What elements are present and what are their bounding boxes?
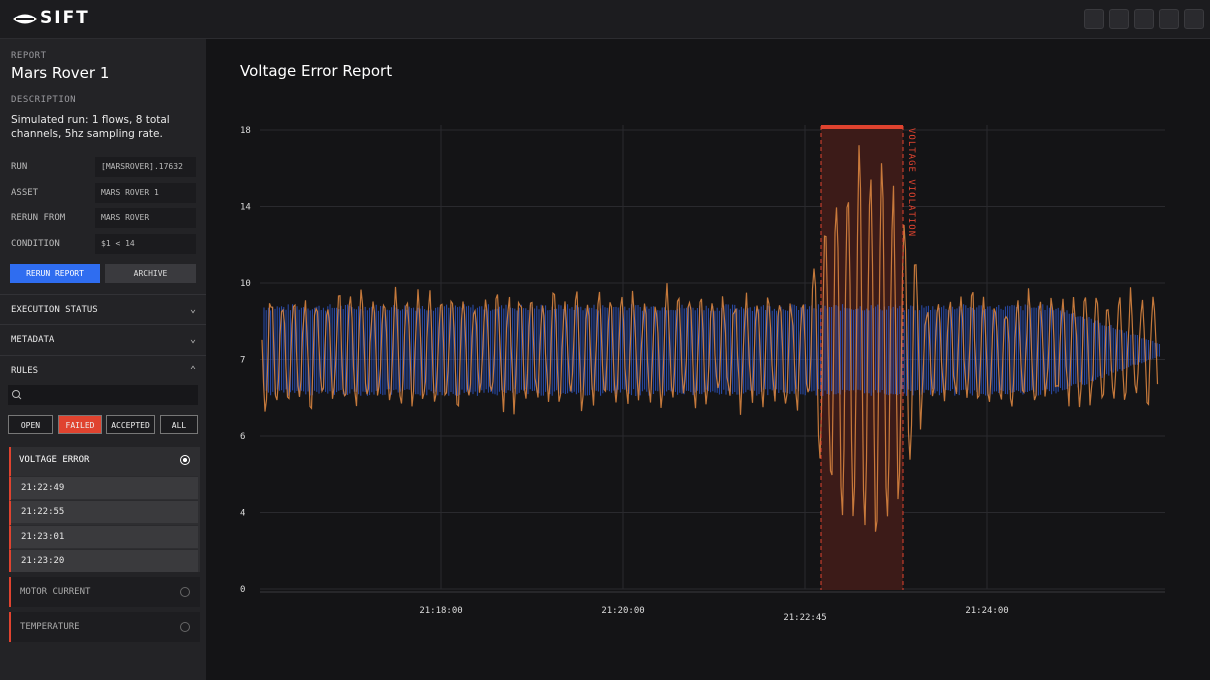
rule-group[interactable] xyxy=(9,577,200,607)
x-tick-label: 21:20:00 xyxy=(601,606,644,616)
rule-name: VOLTAGE ERROR xyxy=(19,455,90,465)
radio[interactable] xyxy=(180,622,190,632)
toolbar-icon[interactable] xyxy=(1134,9,1154,29)
violation-bar xyxy=(821,125,903,129)
sidebar: REPORT Mars Rover 1 DESCRIPTION Simulate… xyxy=(0,39,206,680)
rule-name: TEMPERATURE xyxy=(20,622,80,632)
field-value: $1 < 14 xyxy=(95,233,196,254)
description-label: DESCRIPTION xyxy=(11,95,77,105)
rule-item[interactable]: 21:23:01 xyxy=(9,524,198,548)
filter-button[interactable]: FAILED xyxy=(58,415,102,434)
archive-button[interactable]: ARCHIVE xyxy=(105,264,196,283)
y-tick-label: 4 xyxy=(240,509,245,519)
rule-item[interactable]: 21:22:49 xyxy=(9,476,198,499)
x-tick-label: 21:24:00 xyxy=(965,606,1008,616)
field-value: MARS ROVER 1 xyxy=(95,182,196,203)
section-title: METADATA xyxy=(11,335,55,345)
report-title: Voltage Error Report xyxy=(240,62,392,80)
section-header[interactable]: METADATA ⌄ xyxy=(0,324,206,354)
section-header[interactable]: EXECUTION STATUS ⌄ xyxy=(0,294,206,324)
y-tick-label: 6 xyxy=(240,432,245,442)
rule-item[interactable]: 21:22:55 xyxy=(9,500,198,524)
rerun-button[interactable]: RERUN REPORT xyxy=(10,264,100,283)
y-tick-label: 18 xyxy=(240,126,251,136)
toolbar-icon[interactable] xyxy=(1084,9,1104,29)
field-value: [MARSROVER].17632 xyxy=(95,157,196,177)
filter-button[interactable]: OPEN xyxy=(8,415,53,434)
field-value: MARS ROVER xyxy=(95,208,196,228)
section-title: RULES xyxy=(11,366,39,376)
violation-annotation: VOLTAGE VIOLATION xyxy=(906,128,916,237)
toolbar-icon[interactable] xyxy=(1109,9,1129,29)
section-title: EXECUTION STATUS xyxy=(11,305,98,315)
rule-name: MOTOR CURRENT xyxy=(20,587,91,597)
brand: SIFT xyxy=(40,8,90,28)
x-tick-label: 21:18:00 xyxy=(419,606,462,616)
filter-button[interactable]: ACCEPTED xyxy=(106,415,155,434)
report-name: Mars Rover 1 xyxy=(11,64,110,82)
search-box[interactable] xyxy=(8,385,198,405)
toolbar-icon[interactable] xyxy=(1159,9,1179,29)
y-tick-label: 0 xyxy=(240,585,245,595)
y-tick-label: 14 xyxy=(240,203,251,213)
filter-button[interactable]: ALL xyxy=(160,415,198,434)
logo-mark xyxy=(13,14,37,24)
field-label: CONDITION xyxy=(11,238,60,249)
radio[interactable] xyxy=(180,587,190,597)
field-label: RERUN FROM xyxy=(11,213,66,223)
top-bar: SIFT xyxy=(0,0,1210,39)
y-tick-label: 10 xyxy=(240,279,251,289)
x-tick-label: 21:22:45 xyxy=(783,613,826,623)
field-label: RUN xyxy=(11,162,28,172)
rule-item[interactable]: 21:23:20 xyxy=(9,548,198,572)
field-label: ASSET xyxy=(11,187,39,198)
section-header[interactable]: RULES ⌃ xyxy=(0,355,206,385)
chart: Voltage Error Report 18 14 10 7 6 4 0 21:18:00 2… xyxy=(240,62,1165,623)
toolbar-icon[interactable] xyxy=(1184,9,1204,29)
radio-selected[interactable] xyxy=(180,455,190,465)
report-label: REPORT xyxy=(11,51,47,61)
description: Simulated run: 1 flows, 8 total channels… xyxy=(11,114,170,140)
y-tick-label: 7 xyxy=(240,356,245,366)
signal-trace xyxy=(261,145,1159,532)
rule-group[interactable] xyxy=(9,612,200,642)
